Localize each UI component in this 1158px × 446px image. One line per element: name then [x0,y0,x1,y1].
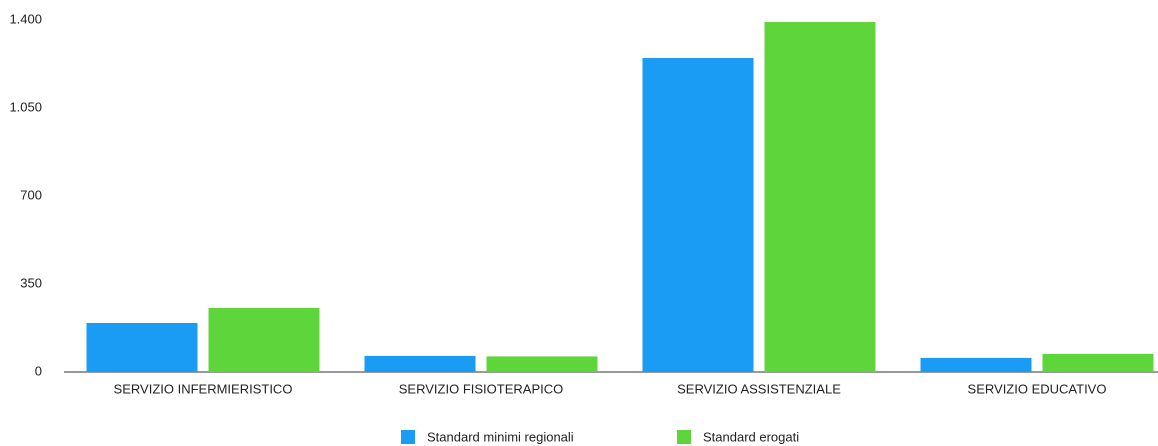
legend-label: Standard erogati [703,429,799,444]
bar [86,322,198,372]
legend-swatch [677,430,691,444]
bar [920,357,1032,372]
legend-label: Standard minimi regionali [427,429,574,444]
legend-swatch [401,430,415,444]
bar [364,355,476,372]
y-tick-label: 1.400 [9,11,42,26]
y-tick-label: 700 [20,187,42,202]
bar [642,57,754,373]
x-tick-label: SERVIZIO FISIOTERAPICO [399,381,563,396]
y-tick-label: 0 [35,363,42,378]
x-tick-label: SERVIZIO EDUCATIVO [968,381,1107,396]
bar [486,356,598,372]
bar [764,22,876,373]
bar [208,307,320,372]
x-tick-label: SERVIZIO INFERMIERISTICO [114,381,293,396]
y-tick-label: 1.050 [9,99,42,114]
x-tick-label: SERVIZIO ASSISTENZIALE [677,381,841,396]
bar [1042,353,1154,372]
y-tick-label: 350 [20,275,42,290]
